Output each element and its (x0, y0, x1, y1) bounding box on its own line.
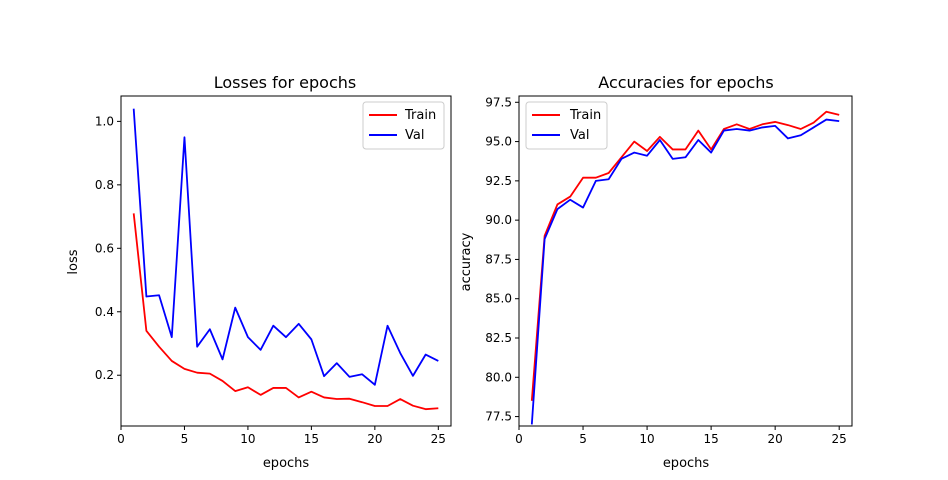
accuracy-y-tick-label: 92.5 (485, 174, 512, 188)
accuracy-x-tick-label: 10 (639, 432, 654, 446)
accuracy-y-ticks: 77.5 80.0 82.5 85.0 87.5 90.0 92.5 95.0 97.5 (485, 95, 519, 424)
loss-legend-train-label: Train (404, 108, 436, 123)
accuracy-y-tick-label: 80.0 (485, 370, 512, 384)
accuracy-x-tick-label: 20 (768, 432, 783, 446)
accuracy-x-tick-label: 5 (579, 432, 587, 446)
loss-chart: Losses for epochs 0 5 10 15 20 25 0.20.40.60.… (66, 73, 452, 471)
accuracy-y-tick-label: 97.5 (485, 95, 512, 109)
loss-series-lines (132, 108, 439, 411)
accuracy-x-tick-label: 0 (515, 432, 523, 446)
accuracy-legend-val-label: Val (570, 128, 589, 143)
loss-y-tick-label: 0.6 (95, 241, 114, 255)
loss-y-tick-label: 0.4 (95, 305, 114, 319)
accuracy-y-tick-label: 87.5 (485, 252, 512, 266)
accuracy-x-tick-label: 25 (832, 432, 847, 446)
accuracy-legend-box (525, 101, 608, 150)
accuracy-series-lines (530, 110, 840, 425)
loss-x-ticks: 0 5 10 15 20 25 (117, 426, 446, 446)
loss-legend-val-label: Val (405, 128, 424, 143)
accuracy-legend-train-label: Train (569, 108, 601, 123)
accuracy-y-tick-label: 82.5 (485, 331, 512, 345)
accuracy-chart: Accuracies for epochs 0 5 10 15 20 25 77.5 80.… (459, 73, 853, 471)
loss-series-val-line (132, 108, 439, 386)
loss-legend-box (362, 101, 445, 150)
loss-x-tick-label: 25 (431, 432, 446, 446)
loss-y-axis-label: loss (66, 249, 81, 274)
accuracy-x-ticks: 0 5 10 15 20 25 (515, 426, 847, 446)
accuracy-y-tick-label: 85.0 (485, 292, 512, 306)
loss-x-tick-label: 10 (240, 432, 255, 446)
accuracy-series-train-line (530, 110, 840, 401)
loss-x-tick-label: 20 (367, 432, 382, 446)
loss-x-axis-label: epochs (263, 456, 310, 471)
loss-legend: Train Val (362, 101, 445, 150)
loss-y-tick-label: 1.0 (95, 114, 114, 128)
loss-y-tick-label: 0.8 (95, 178, 114, 192)
accuracy-chart-title: Accuracies for epochs (598, 73, 773, 92)
accuracy-y-tick-label: 77.5 (485, 410, 512, 424)
loss-chart-title: Losses for epochs (214, 73, 357, 92)
accuracy-x-tick-label: 15 (703, 432, 718, 446)
accuracy-series-val-line (530, 118, 840, 425)
loss-y-ticks: 0.2 0.4 0.6 0.8 1.0 (95, 114, 121, 382)
loss-series-train-line (132, 213, 439, 411)
accuracy-y-tick-label: 95.0 (485, 135, 512, 149)
loss-x-tick-label: 0 (117, 432, 125, 446)
accuracy-y-axis-label: accuracy (459, 232, 474, 291)
loss-plot-area (120, 95, 452, 427)
accuracy-plot-area (518, 95, 853, 427)
accuracy-y-tick-label: 90.0 (485, 213, 512, 227)
loss-x-tick-label: 15 (304, 432, 319, 446)
accuracy-x-axis-label: epochs (663, 456, 710, 471)
accuracy-legend: Train Val (525, 101, 608, 150)
loss-y-tick-label: 0.2 (95, 368, 114, 382)
loss-x-tick-label: 5 (181, 432, 189, 446)
